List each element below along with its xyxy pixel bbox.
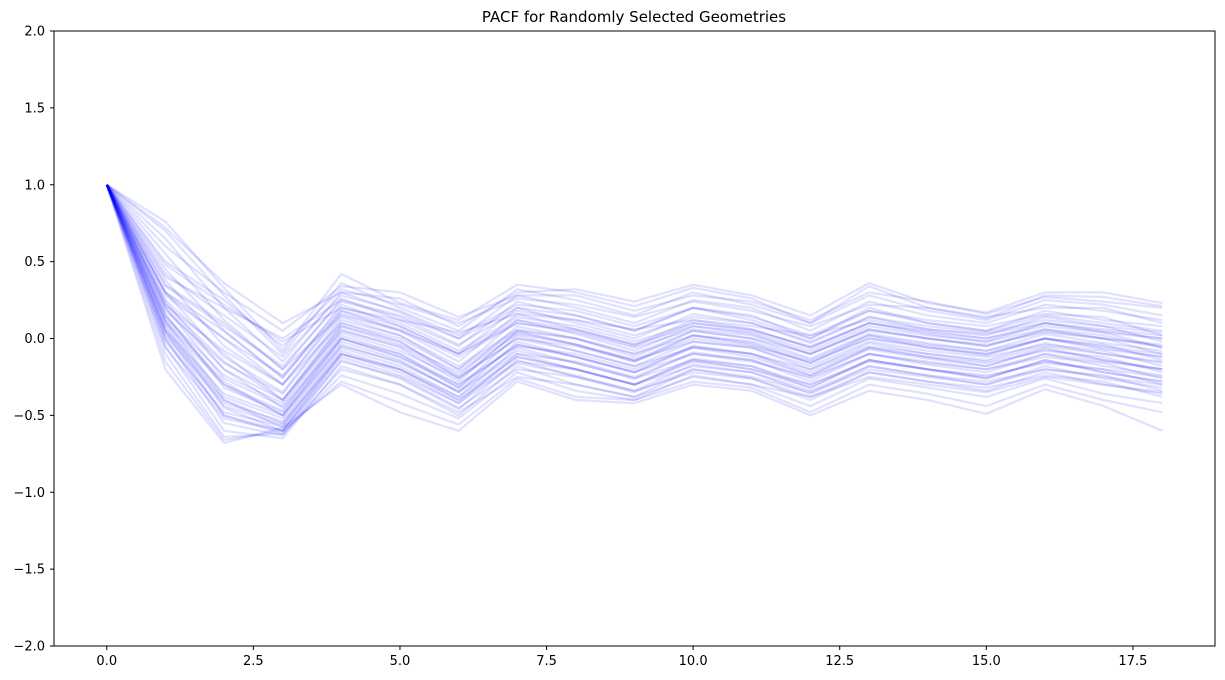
series-line-34: [105, 184, 1163, 386]
series-line-22: [105, 184, 1163, 368]
series-line-11: [105, 184, 1163, 426]
series-line-37: [105, 184, 1163, 417]
series-line-1: [106, 183, 1163, 355]
chart-title: PACF for Randomly Selected Geometries: [482, 8, 786, 26]
series-line-15: [105, 184, 1163, 438]
y-tick-label: −0.5: [13, 409, 45, 424]
series-lines: [105, 183, 1163, 445]
series-line-17: [105, 184, 1163, 445]
series-line-23: [105, 184, 1163, 377]
series-line-43: [105, 184, 1163, 402]
y-tick-label: 0.5: [24, 255, 45, 270]
series-line-7: [105, 184, 1163, 402]
series-line-16: [105, 184, 1163, 442]
x-axis: 0.0 2.5 5.0 7.5 10.0 12.5 15.0 17.5: [96, 646, 1147, 669]
series-line-2: [106, 183, 1163, 363]
series-line-0: [106, 183, 1163, 352]
series-line-42: [105, 184, 1163, 378]
series-line-21: [105, 184, 1163, 358]
series-line-25: [105, 184, 1163, 395]
y-tick-label: −1.0: [13, 486, 45, 501]
series-line-38: [105, 184, 1163, 425]
x-tick-label: 15.0: [972, 654, 1001, 669]
series-line-39: [105, 184, 1163, 432]
series-line-32: [105, 184, 1163, 340]
y-tick-label: −1.5: [13, 563, 45, 578]
series-line-27: [105, 184, 1163, 412]
series-line-28: [105, 184, 1163, 417]
x-tick-label: 10.0: [679, 654, 708, 669]
series-line-20: [105, 184, 1163, 348]
series-line-14: [105, 184, 1163, 440]
series-line-5: [105, 184, 1163, 386]
x-tick-label: 2.5: [243, 654, 264, 669]
y-axis: −2.0 −1.5 −1.0 −0.5 0.0 0.5 1.0 1.5 2.0: [13, 25, 54, 655]
y-tick-label: 1.0: [24, 178, 45, 193]
series-line-40: [105, 184, 1163, 435]
y-tick-label: 2.0: [24, 25, 45, 40]
series-line-29: [105, 184, 1163, 423]
series-line-8: [105, 184, 1163, 408]
x-tick-label: 5.0: [390, 654, 411, 669]
x-tick-label: 7.5: [536, 654, 557, 669]
y-tick-label: 0.0: [24, 332, 45, 347]
series-line-12: [105, 184, 1163, 432]
series-line-3: [105, 184, 1163, 371]
series-line-44: [105, 184, 1163, 417]
y-tick-label: −2.0: [13, 640, 45, 655]
series-line-9: [105, 184, 1163, 414]
series-line-30: [105, 184, 1163, 428]
series-line-45: [105, 184, 1163, 429]
series-line-19: [106, 184, 1163, 332]
series-line-13: [105, 184, 1163, 437]
series-line-10: [105, 184, 1163, 420]
x-tick-label: 12.5: [825, 654, 854, 669]
series-line-26: [105, 184, 1163, 405]
series-line-4: [105, 184, 1163, 380]
series-line-18: [106, 183, 1163, 328]
series-line-35: [105, 184, 1163, 402]
series-line-36: [105, 184, 1163, 409]
x-tick-label: 17.5: [1118, 654, 1147, 669]
y-tick-label: 1.5: [24, 101, 45, 116]
series-line-33: [105, 184, 1163, 371]
series-line-6: [105, 184, 1163, 394]
series-line-31: [105, 184, 1163, 432]
series-line-41: [105, 184, 1163, 343]
series-line-24: [105, 184, 1163, 386]
x-tick-label: 0.0: [96, 654, 117, 669]
